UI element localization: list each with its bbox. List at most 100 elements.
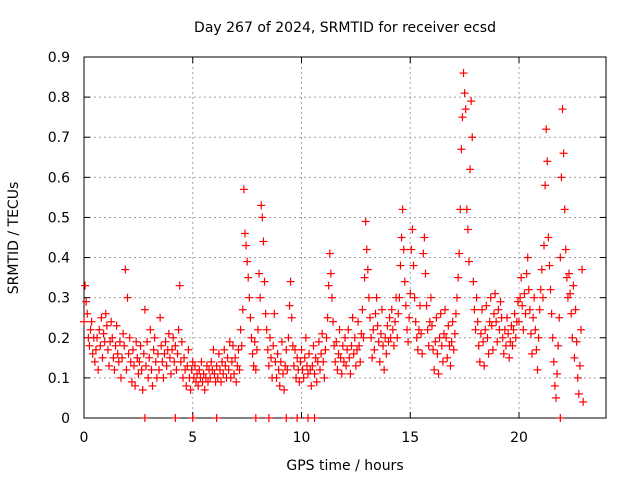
y-tick-label: 0.3 bbox=[48, 291, 70, 307]
data-point bbox=[103, 345, 112, 354]
data-point bbox=[217, 377, 226, 386]
data-point bbox=[397, 233, 406, 242]
y-tick-label: 0.8 bbox=[48, 90, 70, 106]
data-point bbox=[119, 329, 128, 338]
data-point bbox=[263, 345, 272, 354]
data-point bbox=[147, 365, 156, 374]
data-point bbox=[160, 349, 169, 358]
data-point bbox=[130, 361, 139, 370]
data-point bbox=[538, 293, 547, 302]
data-point bbox=[208, 365, 217, 374]
data-point bbox=[140, 414, 149, 422]
data-point bbox=[327, 293, 336, 302]
data-point bbox=[516, 293, 525, 302]
data-point bbox=[157, 341, 166, 350]
data-point bbox=[135, 357, 144, 366]
data-point bbox=[188, 357, 197, 366]
data-point bbox=[404, 337, 413, 346]
data-point bbox=[510, 309, 519, 318]
data-point bbox=[377, 305, 386, 314]
data-point bbox=[478, 305, 487, 314]
x-tick-label: 0 bbox=[80, 430, 89, 446]
data-point bbox=[102, 321, 111, 330]
data-point bbox=[232, 377, 241, 386]
data-point bbox=[458, 113, 467, 122]
data-point bbox=[227, 357, 236, 366]
data-point bbox=[307, 381, 316, 390]
data-point bbox=[494, 305, 503, 314]
data-point bbox=[571, 305, 580, 314]
data-point bbox=[550, 381, 559, 390]
data-point bbox=[461, 105, 470, 114]
data-point bbox=[568, 333, 577, 342]
data-point bbox=[234, 345, 243, 354]
y-axis-tick-labels: 0 0.1 0.2 0.3 0.4 0.5 0.6 0.7 0.8 0.9 bbox=[48, 50, 70, 427]
data-point bbox=[523, 253, 532, 262]
data-point bbox=[293, 414, 302, 422]
data-point bbox=[243, 257, 252, 266]
data-point bbox=[519, 325, 528, 334]
data-point bbox=[90, 357, 99, 366]
data-point bbox=[194, 381, 203, 390]
x-tick-label: 5 bbox=[188, 430, 197, 446]
data-point bbox=[486, 293, 495, 302]
data-point bbox=[301, 333, 310, 342]
data-point bbox=[214, 349, 223, 358]
data-point bbox=[172, 365, 181, 374]
data-point bbox=[188, 414, 197, 422]
data-point bbox=[446, 361, 455, 370]
data-point bbox=[86, 325, 95, 334]
data-point bbox=[219, 369, 228, 378]
data-point bbox=[488, 345, 497, 354]
data-point bbox=[471, 325, 480, 334]
data-point bbox=[479, 337, 488, 346]
data-point bbox=[345, 353, 354, 362]
data-point bbox=[176, 357, 185, 366]
data-point bbox=[105, 361, 114, 370]
data-point bbox=[224, 365, 233, 374]
data-point bbox=[320, 373, 329, 382]
data-point bbox=[273, 349, 282, 358]
data-point bbox=[297, 345, 306, 354]
data-point bbox=[98, 353, 107, 362]
data-point bbox=[274, 365, 283, 374]
data-point bbox=[374, 337, 383, 346]
data-point bbox=[251, 365, 260, 374]
data-point bbox=[275, 381, 284, 390]
data-point bbox=[522, 269, 531, 278]
data-point bbox=[545, 261, 554, 270]
data-point bbox=[339, 357, 348, 366]
data-point bbox=[393, 333, 402, 342]
data-point bbox=[210, 369, 219, 378]
data-point bbox=[106, 337, 115, 346]
data-point bbox=[443, 353, 452, 362]
data-point bbox=[312, 377, 321, 386]
data-point bbox=[155, 365, 164, 374]
data-point bbox=[206, 373, 215, 382]
data-point bbox=[344, 325, 353, 334]
data-point bbox=[255, 269, 264, 278]
data-point bbox=[226, 373, 235, 382]
data-point bbox=[491, 289, 500, 298]
data-point bbox=[149, 345, 158, 354]
data-point bbox=[368, 353, 377, 362]
data-point bbox=[436, 309, 445, 318]
data-point bbox=[88, 349, 97, 358]
data-point bbox=[407, 245, 416, 254]
data-point bbox=[412, 333, 421, 342]
data-point bbox=[348, 313, 357, 322]
y-tick-label: 0.4 bbox=[48, 251, 70, 267]
data-point bbox=[101, 309, 110, 318]
data-point bbox=[310, 369, 319, 378]
y-tick-label: 0.1 bbox=[48, 371, 70, 387]
data-point bbox=[292, 373, 301, 382]
data-point bbox=[428, 321, 436, 330]
data-point bbox=[546, 285, 555, 294]
data-point bbox=[526, 329, 535, 338]
data-point bbox=[332, 337, 341, 346]
data-point bbox=[560, 205, 569, 214]
data-point bbox=[314, 337, 323, 346]
data-point bbox=[454, 273, 463, 282]
data-point bbox=[401, 301, 410, 310]
